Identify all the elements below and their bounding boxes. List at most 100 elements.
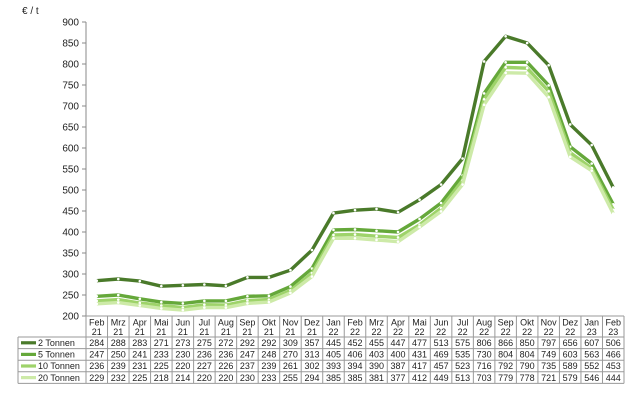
data-point xyxy=(95,279,99,283)
y-tick-label: 900 xyxy=(62,18,79,29)
data-point xyxy=(590,169,594,172)
data-point xyxy=(289,268,292,272)
table-cell-value: 288 xyxy=(111,338,126,348)
table-cell-value: 284 xyxy=(89,338,104,348)
x-tick-label-year: 21 xyxy=(307,327,317,337)
data-point xyxy=(160,304,163,307)
data-point xyxy=(246,276,249,279)
table-cell-value: 236 xyxy=(218,350,233,360)
x-tick-label-year: 22 xyxy=(350,327,360,337)
data-point xyxy=(203,306,206,309)
table-cell-value: 575 xyxy=(455,338,470,348)
data-point xyxy=(396,230,400,234)
data-point xyxy=(246,302,249,305)
table-cell-value: 412 xyxy=(412,373,427,383)
table-cell-value: 405 xyxy=(326,350,341,360)
x-tick-label: Jun xyxy=(176,318,191,328)
table-cell-value: 721 xyxy=(541,373,556,383)
table-cell-value: 779 xyxy=(498,373,513,383)
data-point xyxy=(439,201,443,205)
x-tick-label: Jan xyxy=(584,318,599,328)
x-tick-label-year: 21 xyxy=(221,327,231,337)
data-point xyxy=(418,225,421,229)
data-point xyxy=(138,304,142,307)
table-cell-value: 453 xyxy=(606,361,621,371)
x-tick-label: Aug xyxy=(218,318,234,328)
x-tick-label: Jun xyxy=(434,318,449,328)
table-cell-value: 406 xyxy=(347,350,362,360)
y-tick-label: 800 xyxy=(62,60,79,71)
y-tick-label: 500 xyxy=(62,186,79,197)
data-point xyxy=(439,210,443,213)
legend-label: 10 Tonnen xyxy=(38,361,80,371)
table-cell-value: 237 xyxy=(240,361,255,371)
table-cell-value: 247 xyxy=(89,350,104,360)
y-tick-label: 550 xyxy=(62,165,79,176)
table-cell-value: 790 xyxy=(520,361,535,371)
table-cell-value: 603 xyxy=(563,350,578,360)
data-point xyxy=(525,66,529,70)
x-tick-label-year: 22 xyxy=(565,327,575,337)
table-cell-value: 804 xyxy=(498,350,513,360)
data-point xyxy=(418,198,421,201)
x-tick-label: Jul xyxy=(199,318,211,328)
y-tick-label: 700 xyxy=(62,102,79,113)
data-point xyxy=(482,60,486,63)
data-point xyxy=(224,299,228,303)
table-cell-value: 236 xyxy=(197,350,212,360)
table-cell-value: 309 xyxy=(283,338,298,348)
data-point xyxy=(138,297,142,301)
table-cell-value: 241 xyxy=(132,350,147,360)
data-point xyxy=(396,240,400,243)
y-tick-label: 650 xyxy=(62,123,79,134)
table-cell-value: 220 xyxy=(175,361,190,371)
table-cell-value: 457 xyxy=(434,361,449,371)
data-point xyxy=(138,279,142,283)
x-tick-label-year: 21 xyxy=(135,327,145,337)
table-cell-value: 381 xyxy=(369,373,384,383)
table-cell-value: 535 xyxy=(455,350,470,360)
x-tick-label-year: 21 xyxy=(285,327,295,337)
data-point xyxy=(116,298,120,301)
x-tick-label-year: 21 xyxy=(199,327,209,337)
data-point xyxy=(504,34,507,38)
table-cell-value: 400 xyxy=(391,350,406,360)
x-tick-label: Nov xyxy=(282,318,299,328)
data-point xyxy=(353,228,357,231)
table-cell-value: 230 xyxy=(240,373,255,383)
table-cell-value: 806 xyxy=(477,338,492,348)
x-tick-label: Sep xyxy=(498,318,514,328)
x-tick-label-year: 22 xyxy=(458,327,468,337)
data-point xyxy=(203,303,206,306)
data-point xyxy=(590,143,594,147)
table-cell-value: 449 xyxy=(434,373,449,383)
table-cell-value: 357 xyxy=(304,338,319,348)
data-point xyxy=(116,293,120,297)
table-cell-value: 778 xyxy=(520,373,535,383)
data-point xyxy=(181,308,185,312)
data-point xyxy=(504,71,507,75)
data-point xyxy=(181,306,185,309)
table-cell-value: 377 xyxy=(391,373,406,383)
table-cell-value: 247 xyxy=(240,350,255,360)
data-point xyxy=(547,90,550,93)
data-point xyxy=(181,284,185,287)
data-point xyxy=(482,97,486,101)
data-point xyxy=(353,233,357,236)
table-cell-value: 656 xyxy=(563,338,578,348)
legend-label: 5 Tonnen xyxy=(38,350,75,360)
data-point xyxy=(332,228,335,232)
data-point xyxy=(138,301,142,305)
y-tick-label: 750 xyxy=(62,81,79,92)
table-cell-value: 231 xyxy=(132,361,147,371)
table-cell-value: 797 xyxy=(541,338,556,348)
table-cell-value: 272 xyxy=(218,338,233,348)
data-point xyxy=(611,186,615,189)
table-cell-value: 804 xyxy=(520,350,535,360)
data-point xyxy=(439,183,443,186)
table-cell-value: 227 xyxy=(197,361,212,371)
table-cell-value: 255 xyxy=(283,373,298,383)
table-cell-value: 513 xyxy=(455,373,470,383)
table-cell-value: 233 xyxy=(261,373,276,383)
data-point xyxy=(375,229,378,233)
